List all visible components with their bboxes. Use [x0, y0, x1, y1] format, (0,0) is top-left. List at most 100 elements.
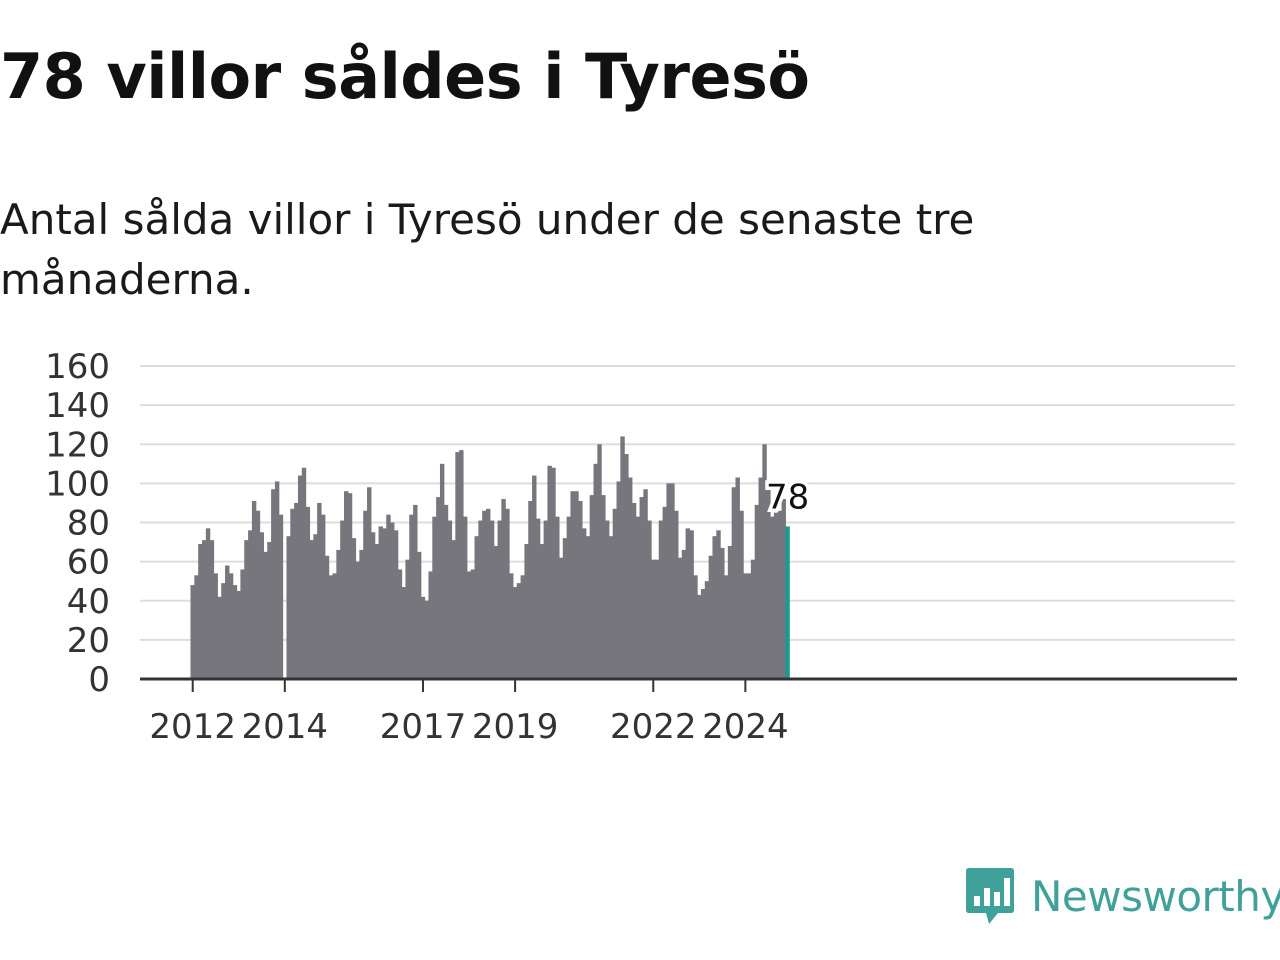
bar	[758, 477, 763, 679]
bar	[217, 596, 222, 679]
bar	[301, 467, 307, 679]
bar	[631, 502, 637, 679]
bar	[624, 454, 629, 679]
bar	[286, 536, 291, 679]
bar	[585, 536, 591, 679]
bar	[190, 585, 195, 679]
bar	[770, 516, 775, 679]
bar	[716, 530, 721, 679]
bar	[290, 508, 295, 679]
bar	[697, 594, 702, 679]
bar	[612, 508, 618, 679]
bar	[428, 571, 433, 679]
bar	[647, 520, 652, 679]
bar	[221, 583, 226, 679]
bar	[501, 499, 506, 679]
bar	[493, 545, 499, 679]
bar	[578, 500, 583, 679]
bar	[766, 483, 771, 679]
bar	[424, 600, 430, 679]
bar	[263, 551, 268, 679]
bar	[271, 489, 276, 679]
y-tick-label: 160	[45, 347, 110, 387]
y-tick-label: 140	[45, 386, 110, 426]
bar	[386, 514, 391, 679]
bar	[294, 502, 299, 679]
bar	[747, 573, 752, 679]
bar	[232, 585, 238, 679]
y-tick-label: 0	[88, 660, 110, 700]
bar	[723, 575, 729, 679]
bar	[532, 475, 537, 679]
bar	[505, 508, 510, 679]
bar	[274, 481, 280, 679]
bar	[378, 526, 383, 679]
bar	[390, 522, 395, 679]
highlight-value-label: 78	[766, 477, 809, 517]
bar	[420, 596, 426, 679]
bar	[743, 573, 748, 679]
bar	[320, 514, 326, 679]
bar	[704, 581, 710, 679]
bar	[251, 500, 257, 679]
bar	[482, 510, 487, 679]
bar	[662, 506, 667, 679]
bar	[677, 557, 683, 679]
bar	[658, 520, 664, 679]
bar	[401, 587, 406, 679]
bar	[547, 465, 552, 679]
bar	[739, 510, 744, 679]
bar	[562, 538, 568, 679]
bar	[639, 497, 644, 679]
bar	[512, 587, 518, 679]
newsworthy-brand: Newsworthy	[965, 866, 1280, 926]
bar	[486, 508, 491, 679]
bar	[589, 495, 595, 679]
bar	[566, 516, 572, 679]
bar	[731, 487, 737, 679]
bar-highlight	[785, 526, 790, 679]
bar	[359, 549, 364, 679]
x-tick-label: 2017	[380, 707, 467, 747]
bar	[228, 573, 234, 679]
x-tick-label: 2019	[472, 707, 559, 747]
bar	[443, 504, 449, 679]
bar	[750, 559, 756, 679]
bar	[608, 536, 614, 679]
bar	[777, 510, 783, 679]
bar	[313, 534, 318, 679]
bar	[447, 520, 453, 679]
y-tick-label: 60	[67, 543, 110, 583]
bar	[328, 575, 334, 679]
bar	[489, 520, 495, 679]
bar	[439, 463, 445, 679]
bar	[462, 516, 468, 679]
bar	[240, 569, 245, 679]
bar	[708, 555, 714, 679]
bar	[555, 516, 560, 679]
bar	[409, 514, 414, 679]
bar	[581, 528, 587, 679]
bar	[297, 475, 303, 679]
bar	[317, 502, 322, 679]
bar	[244, 540, 249, 679]
bar	[367, 487, 372, 679]
bar	[558, 557, 564, 679]
bar	[344, 491, 349, 679]
bar	[455, 452, 460, 679]
bar	[213, 573, 218, 679]
bar	[666, 483, 671, 679]
bar	[620, 436, 625, 679]
bar	[593, 463, 598, 679]
bar	[601, 495, 606, 679]
bar	[236, 590, 241, 679]
bar	[370, 532, 376, 679]
bar	[551, 467, 556, 679]
bar	[754, 504, 760, 679]
bar	[259, 532, 264, 679]
bar	[198, 544, 203, 679]
x-tick-label: 2024	[702, 707, 789, 747]
bar	[278, 514, 284, 679]
bar	[205, 528, 211, 679]
bar	[432, 516, 437, 679]
